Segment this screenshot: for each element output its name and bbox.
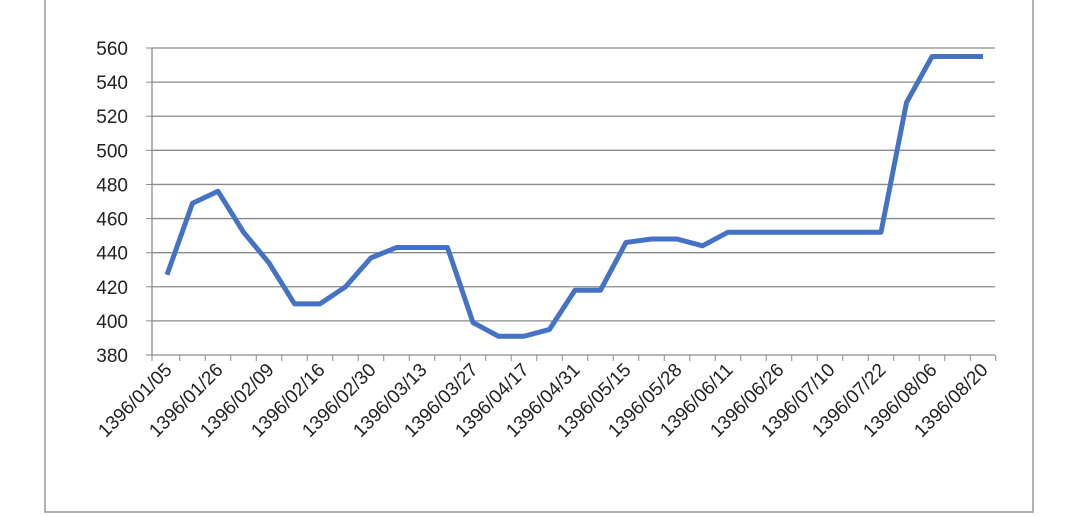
y-tick-label: 540 xyxy=(96,73,128,94)
y-tick-label: 520 xyxy=(96,107,128,128)
y-tick-label: 440 xyxy=(96,244,128,265)
y-tick-label: 500 xyxy=(96,141,128,162)
y-tick-label: 560 xyxy=(96,39,128,60)
y-tick-label: 380 xyxy=(96,346,128,367)
y-tick-label: 460 xyxy=(96,210,128,231)
y-tick-label: 400 xyxy=(96,312,128,333)
y-tick-label: 480 xyxy=(96,175,128,196)
y-tick-label: 420 xyxy=(96,278,128,299)
data-line xyxy=(164,54,983,339)
chart-border xyxy=(44,0,1034,513)
